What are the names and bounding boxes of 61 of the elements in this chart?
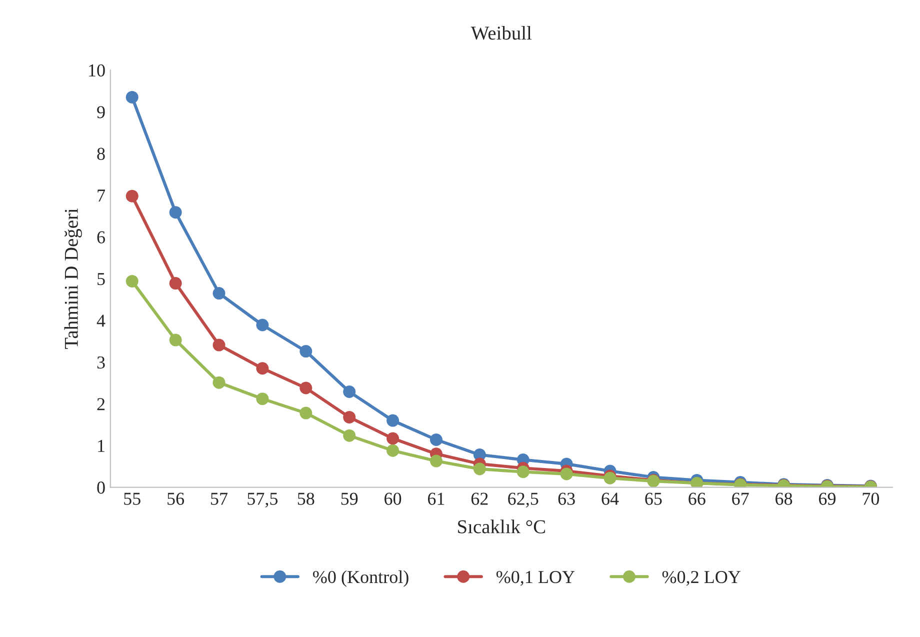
point xyxy=(343,429,356,442)
x-tick-label: 61 xyxy=(428,492,444,505)
x-tick-label: 65 xyxy=(645,492,662,505)
y-tick-label: 5 xyxy=(98,273,105,286)
y-tick-label: 4 xyxy=(96,314,106,327)
point xyxy=(212,338,226,352)
y-axis-title: Tahmini D Değeri xyxy=(64,208,82,349)
x-tick-label: 67 xyxy=(732,492,749,505)
y-tick-label: 3 xyxy=(97,356,105,369)
x-tick-label: 59 xyxy=(341,492,358,505)
point xyxy=(212,376,226,389)
legend-label: %0,2 LOY xyxy=(662,570,740,586)
point xyxy=(300,382,312,394)
x-tick-label: 63 xyxy=(558,492,575,505)
y-tick-label: 9 xyxy=(97,106,105,118)
x-axis-title: Sıcaklık °C xyxy=(458,520,545,534)
y-tick-label: 2 xyxy=(97,398,105,410)
point xyxy=(386,414,400,427)
point xyxy=(343,410,356,424)
x-tick-label: 60 xyxy=(384,492,402,505)
point xyxy=(126,190,138,202)
x-tick-label: 56 xyxy=(168,492,184,505)
x-tick-label: 64 xyxy=(602,492,619,505)
point xyxy=(386,432,400,445)
point xyxy=(516,466,530,478)
y-tick-label: 8 xyxy=(97,148,105,160)
x-tick-label: 66 xyxy=(688,492,706,505)
point xyxy=(430,433,442,446)
x-tick-label: 57 xyxy=(211,492,228,505)
x-tick-label: 57,5 xyxy=(248,492,278,508)
x-tick-label: 62 xyxy=(471,492,488,505)
x-tick-label: 55 xyxy=(124,492,140,505)
chart-title: Weibull xyxy=(470,26,532,40)
point xyxy=(169,334,182,346)
y-tick-label: 10 xyxy=(89,64,105,77)
y-tick-label: 7 xyxy=(98,190,106,202)
x-tick-label: 69 xyxy=(818,492,836,505)
legend-label: %0 (Kontrol) xyxy=(313,570,408,587)
point xyxy=(300,406,312,420)
point xyxy=(126,90,138,104)
point xyxy=(126,274,138,288)
point xyxy=(256,392,269,406)
point xyxy=(473,462,486,476)
x-tick-label: 62,5 xyxy=(508,492,538,508)
point xyxy=(256,318,269,332)
y-tick-label: 1 xyxy=(98,440,104,452)
point xyxy=(343,386,356,398)
y-tick-label: 6 xyxy=(97,231,105,244)
y-tick-label: 0 xyxy=(97,482,105,494)
point xyxy=(430,454,442,468)
point xyxy=(169,206,182,219)
point xyxy=(169,277,182,290)
legend-label: %0,1 LOY xyxy=(496,570,575,586)
x-tick-label: 58 xyxy=(298,492,314,505)
point xyxy=(386,444,400,457)
point xyxy=(300,345,312,358)
point xyxy=(256,362,269,375)
x-tick-label: 68 xyxy=(776,492,792,505)
point xyxy=(212,287,226,300)
x-tick-label: 70 xyxy=(862,492,880,505)
point xyxy=(560,468,573,480)
